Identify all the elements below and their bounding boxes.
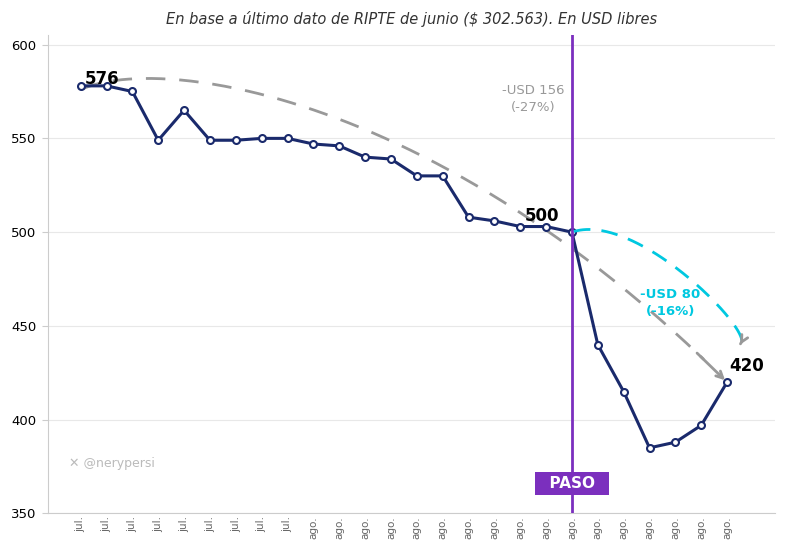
Point — [669, 438, 681, 447]
Point — [178, 106, 190, 114]
Text: 500: 500 — [524, 207, 559, 224]
Point — [126, 87, 138, 96]
Text: 576: 576 — [85, 70, 119, 88]
Point — [695, 421, 707, 430]
Point — [721, 378, 733, 387]
Text: ✕ @nerypersi: ✕ @nerypersi — [69, 458, 156, 470]
Point — [230, 136, 242, 145]
Text: PASO: PASO — [538, 476, 605, 491]
Text: 420: 420 — [729, 357, 765, 375]
Point — [436, 172, 449, 180]
Point — [514, 222, 527, 231]
Point — [358, 153, 371, 162]
Point — [204, 136, 216, 145]
Point — [592, 340, 604, 349]
Text: -USD 80
(-16%): -USD 80 (-16%) — [640, 288, 700, 318]
Point — [540, 222, 553, 231]
Point — [488, 217, 501, 226]
Point — [643, 443, 656, 452]
Title: En base a último dato de RIPTE de junio ($ 302.563). En USD libres: En base a último dato de RIPTE de junio … — [166, 11, 657, 27]
Point — [462, 213, 475, 222]
Point — [152, 136, 164, 145]
Text: -USD 156
(-27%): -USD 156 (-27%) — [502, 84, 564, 114]
Point — [333, 141, 346, 150]
Point — [617, 387, 630, 396]
Point — [566, 228, 578, 236]
Point — [281, 134, 294, 143]
Point — [75, 81, 87, 90]
Point — [255, 134, 268, 143]
Point — [384, 155, 397, 163]
Point — [410, 172, 423, 180]
Point — [101, 81, 113, 90]
Point — [307, 140, 320, 148]
